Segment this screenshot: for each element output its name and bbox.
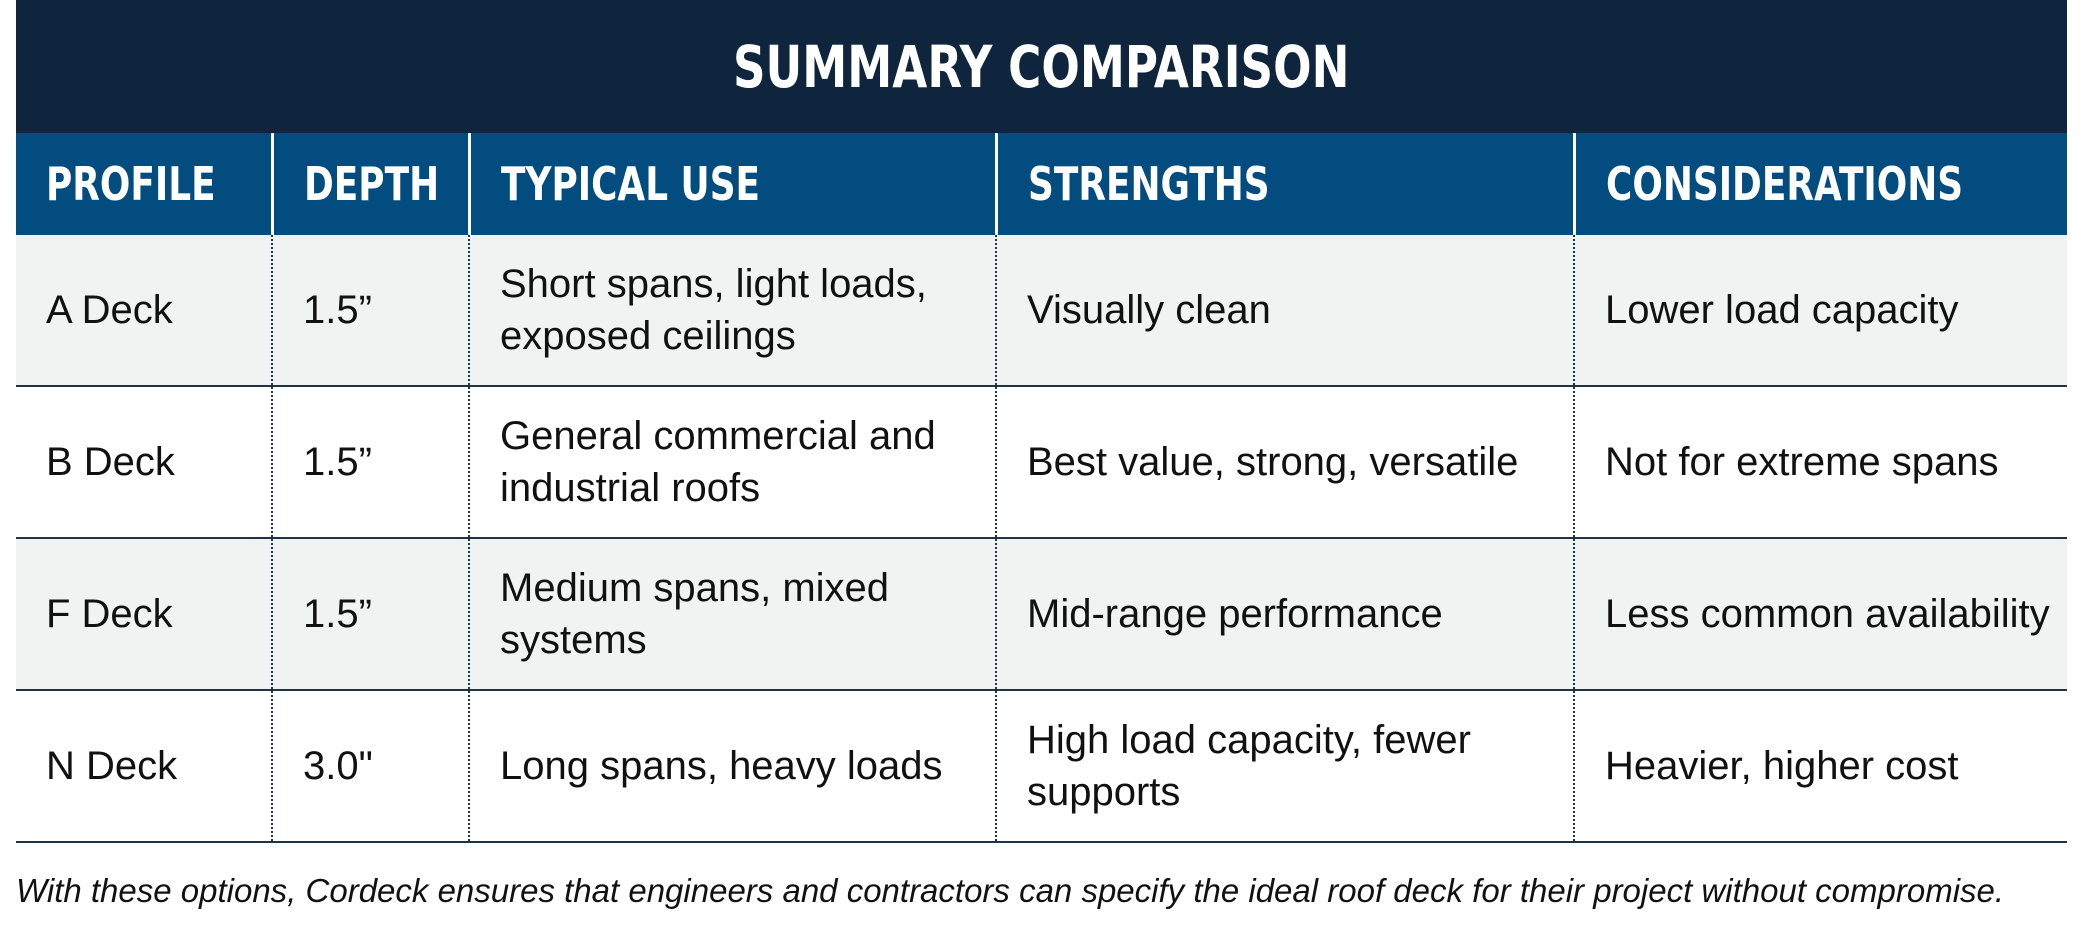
cell-strengths: Mid-range performance <box>995 538 1574 691</box>
column-header-label: TYPICAL USE <box>500 157 760 211</box>
cell-strengths: Best value, strong, versatile <box>995 386 1574 539</box>
footer-note: With these options, Cordeck ensures that… <box>16 872 2005 909</box>
column-header-depth: DEPTH <box>270 133 469 235</box>
column-header-profile: PROFILE <box>16 133 272 235</box>
cell-typical-use: General commercial and industrial roofs <box>468 386 996 539</box>
cell-considerations: Lower load capacity <box>1573 235 2067 387</box>
cell-considerations: Heavier, higher cost <box>1573 690 2067 843</box>
cell-profile: B Deck <box>16 386 272 539</box>
comparison-table: PROFILE DEPTH TYPICAL USE STRENGTHS CONS… <box>16 133 2067 843</box>
column-header-label: DEPTH <box>303 157 439 211</box>
cell-depth: 1.5” <box>271 235 469 387</box>
column-header-considerations: CONSIDERATIONS <box>1572 133 2067 235</box>
cell-typical-use: Medium spans, mixed systems <box>468 538 996 691</box>
column-header-typical-use: TYPICAL USE <box>467 133 996 235</box>
table-row: A Deck 1.5” Short spans, light loads, ex… <box>16 235 2067 387</box>
column-header-strengths: STRENGTHS <box>994 133 1574 235</box>
cell-considerations: Less common availability <box>1573 538 2067 691</box>
title-band: SUMMARY COMPARISON <box>16 0 2067 133</box>
cell-profile: A Deck <box>16 235 272 387</box>
cell-strengths: High load capacity, fewer supports <box>995 690 1574 843</box>
table-row: N Deck 3.0" Long spans, heavy loads High… <box>16 690 2067 843</box>
cell-depth: 3.0" <box>271 690 469 843</box>
cell-typical-use: Long spans, heavy loads <box>468 690 996 843</box>
cell-depth: 1.5” <box>271 538 469 691</box>
cell-strengths: Visually clean <box>995 235 1574 387</box>
cell-typical-use: Short spans, light loads, exposed ceilin… <box>468 235 996 387</box>
cell-profile: N Deck <box>16 690 272 843</box>
column-header-label: CONSIDERATIONS <box>1605 157 1963 211</box>
column-header-label: STRENGTHS <box>1027 157 1270 211</box>
cell-profile: F Deck <box>16 538 272 691</box>
page-title: SUMMARY COMPARISON <box>733 32 1350 101</box>
table-row: F Deck 1.5” Medium spans, mixed systems … <box>16 538 2067 691</box>
cell-depth: 1.5” <box>271 386 469 539</box>
summary-comparison-panel: SUMMARY COMPARISON PROFILE DEPTH TYPICAL… <box>16 0 2067 843</box>
table-row: B Deck 1.5” General commercial and indus… <box>16 386 2067 539</box>
column-header-label: PROFILE <box>46 157 216 211</box>
header-row: PROFILE DEPTH TYPICAL USE STRENGTHS CONS… <box>16 133 2067 235</box>
cell-considerations: Not for extreme spans <box>1573 386 2067 539</box>
